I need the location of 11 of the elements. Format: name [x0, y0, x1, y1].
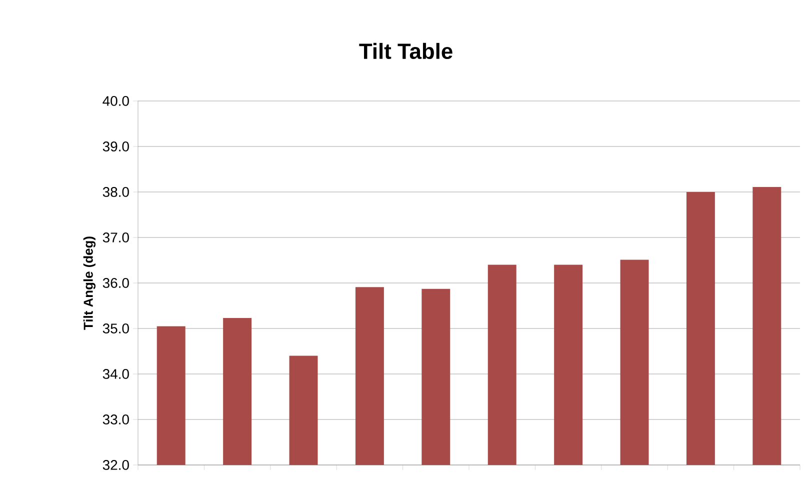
- y-tick-label: 35.0: [102, 324, 129, 334]
- y-tick-label: 40.0: [102, 96, 129, 106]
- y-tick-label: 37.0: [102, 232, 129, 242]
- chart-title: Tilt Table: [359, 42, 452, 60]
- y-tick-label: 39.0: [102, 142, 129, 152]
- y-tick-label: 33.0: [102, 414, 129, 424]
- y-axis-title: Tilt Angle (deg): [83, 236, 96, 330]
- y-tick-label: 34.0: [102, 369, 129, 379]
- y-tick-label: 36.0: [102, 278, 129, 288]
- y-tick-label: 32.0: [102, 460, 129, 470]
- y-tick-label: 38.0: [102, 187, 129, 197]
